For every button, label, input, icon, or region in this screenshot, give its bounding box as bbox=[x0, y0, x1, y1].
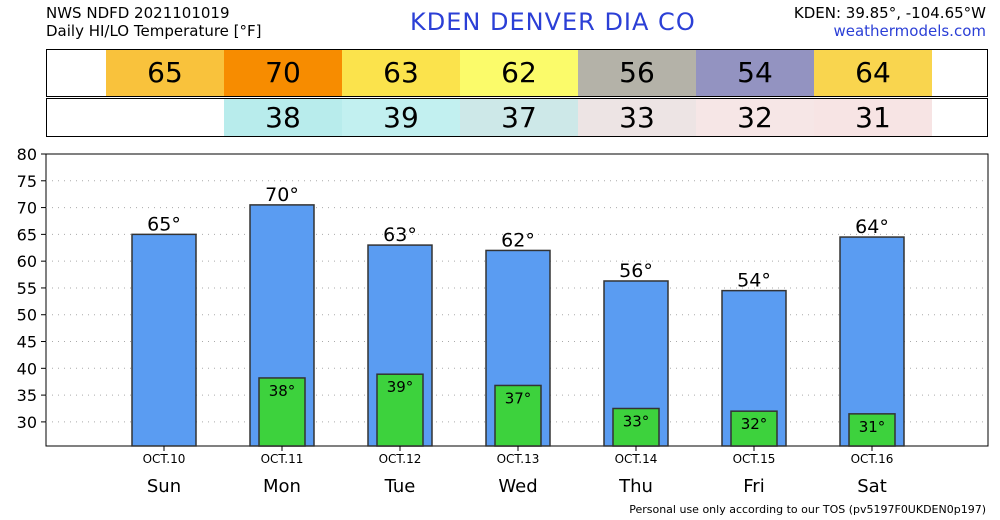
low-temp-label: 39° bbox=[387, 378, 414, 396]
low-temp-cell: 39 bbox=[342, 99, 460, 136]
high-temp-cell: 64 bbox=[814, 50, 932, 96]
y-tick-label: 70 bbox=[17, 199, 37, 218]
day-label: Mon bbox=[263, 476, 301, 497]
low-temp-label: 33° bbox=[623, 412, 650, 430]
date-label: OCT.12 bbox=[379, 452, 422, 466]
low-temp-bar bbox=[494, 384, 542, 447]
day-label: Thu bbox=[618, 476, 653, 497]
high-temp-bar bbox=[131, 233, 197, 447]
low-temperature-strip: 38 39 37 33 32 31 bbox=[46, 98, 988, 137]
y-tick-label: 60 bbox=[17, 252, 37, 271]
footer-notice: Personal use only according to our TOS (… bbox=[629, 503, 986, 516]
low-temp-label: 37° bbox=[505, 389, 532, 407]
high-temp-cell: 56 bbox=[578, 50, 696, 96]
high-temp-cell: 62 bbox=[460, 50, 578, 96]
product-label: Daily HI/LO Temperature [°F] bbox=[46, 22, 262, 40]
high-temp-label: 64° bbox=[855, 216, 889, 238]
y-tick-label: 55 bbox=[17, 279, 37, 298]
high-temp-label: 54° bbox=[737, 270, 771, 292]
day-label: Sat bbox=[857, 476, 887, 497]
low-temp-cell: 32 bbox=[696, 99, 814, 136]
low-temp-cell: 38 bbox=[224, 99, 342, 136]
low-temp-bar bbox=[376, 373, 424, 447]
header-right: KDEN: 39.85°, -104.65°W weathermodels.co… bbox=[794, 4, 986, 40]
high-temp-cell: 54 bbox=[696, 50, 814, 96]
y-tick-label: 35 bbox=[17, 386, 37, 405]
high-temp-label: 62° bbox=[501, 229, 535, 251]
station-coords: KDEN: 39.85°, -104.65°W bbox=[793, 4, 986, 22]
date-label: OCT.15 bbox=[733, 452, 776, 466]
high-temp-label: 70° bbox=[265, 184, 299, 206]
low-temp-cell bbox=[106, 99, 224, 136]
low-temp-cell: 33 bbox=[578, 99, 696, 136]
date-label: OCT.14 bbox=[615, 452, 658, 466]
high-temp-cell: 65 bbox=[106, 50, 224, 96]
y-tick-label: 50 bbox=[17, 306, 37, 325]
y-tick-label: 75 bbox=[17, 172, 37, 191]
date-label: OCT.11 bbox=[261, 452, 304, 466]
y-tick-label: 40 bbox=[17, 359, 37, 378]
day-label: Tue bbox=[384, 476, 416, 497]
day-label: Fri bbox=[743, 476, 764, 497]
day-label: Sun bbox=[147, 476, 181, 497]
date-label: OCT.10 bbox=[143, 452, 186, 466]
site-link[interactable]: weathermodels.com bbox=[833, 22, 986, 40]
y-tick-label: 30 bbox=[17, 413, 37, 432]
date-label: OCT.13 bbox=[497, 452, 540, 466]
high-temp-bar bbox=[839, 236, 905, 447]
day-label: Wed bbox=[498, 476, 537, 497]
low-temp-bar bbox=[258, 377, 306, 447]
low-temp-cell: 37 bbox=[460, 99, 578, 136]
date-label: OCT.16 bbox=[851, 452, 894, 466]
low-temp-cell: 31 bbox=[814, 99, 932, 136]
high-temp-label: 65° bbox=[147, 213, 181, 235]
model-run-label: NWS NDFD 2021101019 bbox=[46, 4, 230, 22]
high-temp-label: 56° bbox=[619, 260, 653, 282]
high-temp-cell: 70 bbox=[224, 50, 342, 96]
y-tick-label: 65 bbox=[17, 225, 37, 244]
low-temp-label: 38° bbox=[269, 382, 296, 400]
low-temp-label: 32° bbox=[741, 415, 768, 433]
low-temp-bar bbox=[848, 413, 896, 447]
high-temp-cell: 63 bbox=[342, 50, 460, 96]
low-temp-label: 31° bbox=[859, 418, 886, 436]
high-temp-label: 63° bbox=[383, 224, 417, 246]
high-temperature-strip: 65 70 63 62 56 54 64 bbox=[46, 49, 988, 97]
station-title: KDEN DENVER DIA CO bbox=[410, 8, 696, 36]
low-temp-bar bbox=[730, 410, 778, 447]
y-tick-label: 45 bbox=[17, 333, 37, 352]
header-left: NWS NDFD 2021101019 Daily HI/LO Temperat… bbox=[46, 4, 262, 40]
y-tick-label: 80 bbox=[17, 145, 37, 164]
